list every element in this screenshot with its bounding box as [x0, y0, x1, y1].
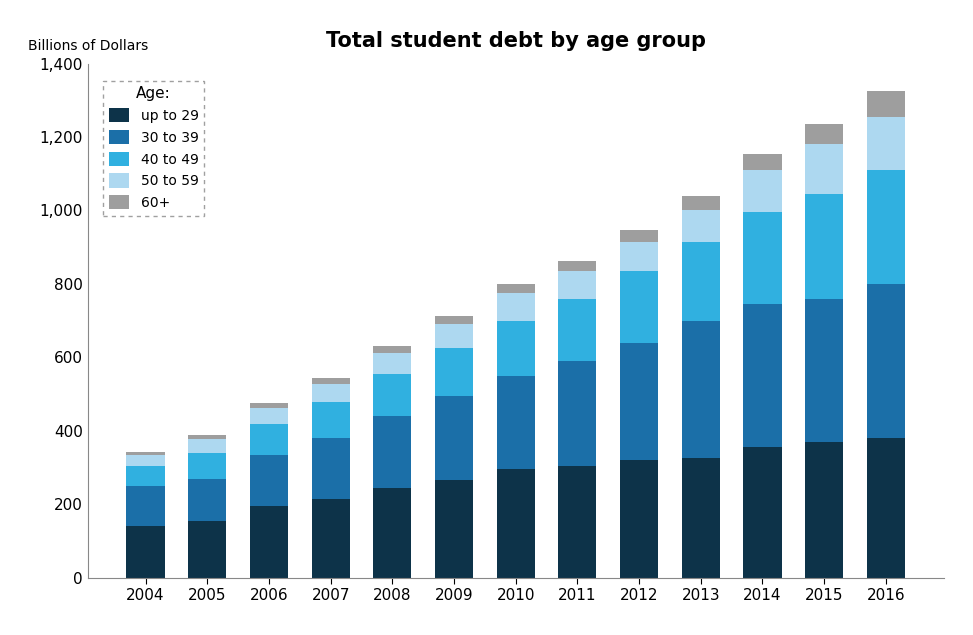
Bar: [682, 242, 720, 321]
Bar: [867, 117, 905, 170]
Bar: [682, 458, 720, 578]
Bar: [496, 293, 535, 321]
Bar: [188, 434, 227, 439]
Bar: [620, 230, 658, 242]
Bar: [311, 401, 349, 438]
Bar: [620, 271, 658, 343]
Bar: [374, 488, 412, 578]
Bar: [682, 321, 720, 458]
Bar: [435, 396, 473, 481]
Bar: [188, 439, 227, 453]
Bar: [250, 424, 288, 455]
Bar: [250, 506, 288, 578]
Bar: [867, 284, 905, 438]
Bar: [620, 460, 658, 578]
Bar: [743, 304, 781, 448]
Bar: [250, 455, 288, 506]
Bar: [188, 453, 227, 479]
Bar: [435, 324, 473, 348]
Text: Billions of Dollars: Billions of Dollars: [27, 39, 148, 53]
Bar: [743, 170, 781, 212]
Legend: up to 29, 30 to 39, 40 to 49, 50 to 59, 60+: up to 29, 30 to 39, 40 to 49, 50 to 59, …: [103, 81, 204, 216]
Bar: [867, 91, 905, 117]
Bar: [559, 298, 596, 361]
Bar: [805, 124, 844, 144]
Bar: [126, 526, 164, 578]
Bar: [311, 438, 349, 499]
Bar: [496, 376, 535, 469]
Bar: [250, 403, 288, 408]
Bar: [743, 448, 781, 578]
Bar: [126, 455, 164, 466]
Bar: [311, 378, 349, 384]
Bar: [620, 343, 658, 460]
Bar: [188, 521, 227, 578]
Bar: [559, 261, 596, 271]
Bar: [620, 242, 658, 271]
Bar: [311, 499, 349, 578]
Bar: [805, 298, 844, 442]
Bar: [435, 348, 473, 396]
Bar: [126, 466, 164, 486]
Bar: [311, 384, 349, 401]
Bar: [126, 452, 164, 455]
Bar: [559, 361, 596, 466]
Bar: [682, 196, 720, 210]
Bar: [374, 416, 412, 488]
Bar: [559, 271, 596, 298]
Bar: [126, 486, 164, 526]
Bar: [867, 438, 905, 578]
Bar: [805, 144, 844, 194]
Bar: [743, 212, 781, 304]
Bar: [374, 346, 412, 353]
Bar: [867, 170, 905, 284]
Bar: [805, 194, 844, 298]
Title: Total student debt by age group: Total student debt by age group: [326, 31, 705, 51]
Bar: [743, 154, 781, 170]
Bar: [374, 374, 412, 416]
Bar: [496, 469, 535, 578]
Bar: [435, 481, 473, 578]
Bar: [250, 408, 288, 424]
Bar: [374, 353, 412, 374]
Bar: [496, 284, 535, 293]
Bar: [435, 316, 473, 324]
Bar: [496, 321, 535, 376]
Bar: [805, 442, 844, 578]
Bar: [682, 210, 720, 242]
Bar: [559, 466, 596, 578]
Bar: [188, 479, 227, 521]
